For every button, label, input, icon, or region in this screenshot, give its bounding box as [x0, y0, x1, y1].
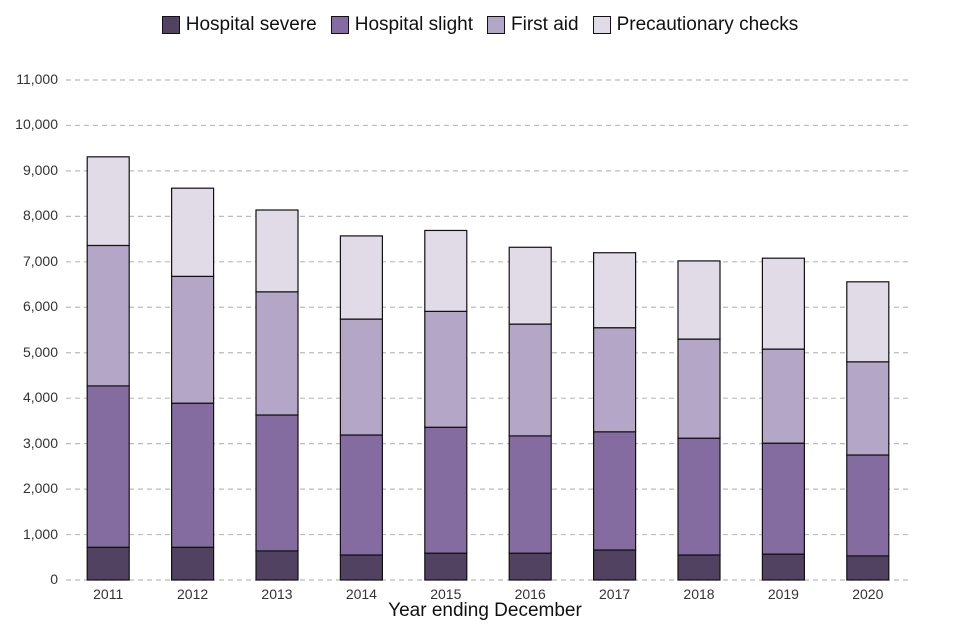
bar-hospital-slight-2015	[424, 426, 468, 554]
bar-precautionary-checks-2012	[171, 187, 215, 277]
bar-hospital-slight-2011	[86, 385, 130, 548]
bar-hospital-severe-2014	[339, 554, 383, 581]
x-tick-label: 2011	[93, 586, 124, 602]
bar-precautionary-checks-2015	[424, 229, 468, 312]
legend-label: Hospital slight	[354, 14, 473, 35]
bar-hospital-slight-2017	[592, 431, 637, 551]
bar-precautionary-checks-2011	[86, 156, 130, 247]
bar-hospital-slight-2019	[761, 442, 806, 555]
x-tick-label: 2013	[261, 586, 293, 602]
bar-hospital-slight-2013	[255, 414, 299, 552]
bar-precautionary-checks-2014	[339, 235, 383, 320]
bar-first-aid-2012	[171, 275, 215, 404]
x-tick-label: 2015	[430, 586, 462, 602]
y-tick-label: 3,000	[22, 434, 58, 451]
bar-precautionary-checks-2019	[761, 257, 806, 350]
legend: Hospital severe Hospital slight First aid P…	[0, 14, 960, 36]
y-tick-label: 10,000	[15, 116, 58, 133]
bar-hospital-slight-2012	[171, 402, 215, 548]
y-tick-label: 6,000	[22, 298, 58, 315]
y-tick-label: 1,000	[22, 525, 58, 542]
legend-item: Precautionary checks	[592, 14, 799, 36]
bar-precautionary-checks-2017	[592, 252, 637, 329]
bar-hospital-severe-2019	[761, 553, 806, 581]
legend-swatch	[487, 16, 505, 34]
bar-hospital-severe-2013	[255, 550, 299, 581]
x-tick-label: 2018	[683, 586, 715, 602]
y-tick-label: 5,000	[22, 343, 58, 360]
y-tick-label: 0	[50, 571, 58, 587]
legend-label: Precautionary checks	[616, 14, 799, 35]
bar-first-aid-2016	[508, 323, 552, 437]
bar-hospital-severe-2011	[86, 546, 130, 581]
bar-first-aid-2017	[592, 327, 637, 433]
bar-first-aid-2019	[761, 348, 806, 444]
y-tick-label: 4,000	[22, 389, 58, 406]
x-tick-label: 2019	[767, 586, 799, 602]
bar-hospital-slight-2018	[677, 437, 721, 556]
bar-hospital-severe-2015	[424, 552, 468, 581]
bar-first-aid-2013	[255, 291, 299, 416]
bar-hospital-severe-2016	[508, 552, 552, 581]
legend-swatch	[330, 16, 349, 34]
bar-hospital-slight-2014	[339, 434, 383, 556]
y-tick-label: 8,000	[22, 207, 58, 224]
y-tick-label: 9,000	[22, 161, 58, 178]
legend-label: First aid	[511, 14, 579, 35]
bar-first-aid-2015	[424, 310, 468, 428]
legend-item: Hospital slight	[330, 14, 473, 36]
x-tick-label: 2020	[852, 586, 884, 602]
y-tick-label: 7,000	[22, 252, 58, 269]
x-tick-label: 2012	[177, 586, 209, 602]
bar-precautionary-checks-2018	[677, 260, 721, 340]
bar-hospital-severe-2018	[677, 554, 721, 581]
bar-hospital-slight-2016	[508, 435, 552, 554]
legend-label: Hospital severe	[185, 14, 317, 35]
x-tick-label: 2016	[514, 586, 546, 602]
x-axis-label: Year ending December	[388, 600, 582, 621]
bar-first-aid-2011	[86, 244, 130, 387]
bar-hospital-severe-2020	[846, 555, 890, 581]
y-tick-label: 2,000	[22, 480, 58, 497]
bar-first-aid-2018	[677, 338, 721, 439]
x-tick-label: 2014	[345, 586, 377, 602]
bar-hospital-severe-2012	[171, 546, 215, 581]
bar-precautionary-checks-2013	[255, 209, 299, 293]
bar-first-aid-2020	[846, 361, 890, 456]
legend-swatch	[161, 16, 180, 34]
legend-item: First aid	[487, 14, 579, 36]
legend-swatch	[592, 16, 611, 34]
x-tick-label: 2017	[599, 586, 631, 602]
bar-precautionary-checks-2016	[508, 246, 552, 325]
bar-hospital-slight-2020	[846, 454, 890, 557]
y-tick-label: 11,000	[16, 71, 58, 87]
bar-precautionary-checks-2020	[846, 281, 890, 363]
bar-hospital-severe-2017	[592, 549, 637, 581]
bar-first-aid-2014	[339, 318, 383, 436]
legend-item: Hospital severe	[161, 14, 317, 36]
